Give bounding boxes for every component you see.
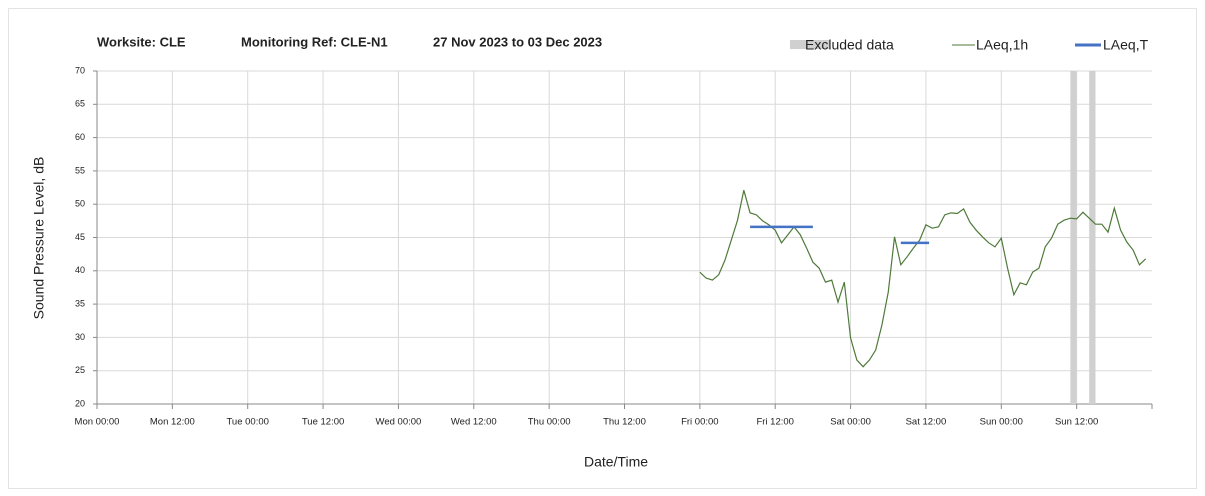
x-tick-label: Thu 12:00 [603,417,646,428]
legend-swatch [790,40,830,49]
chart-title: Worksite: CLE [97,34,186,49]
y-tick-label: 60 [75,132,85,142]
chart-frame [8,8,1197,489]
chart-title: 27 Nov 2023 to 03 Dec 2023 [433,34,602,49]
x-tick-label: Mon 00:00 [75,417,120,428]
y-tick-label: 30 [75,332,85,342]
legend-label: Excluded data [805,37,894,53]
excluded-band [1070,71,1077,404]
x-tick-label: Fri 12:00 [756,417,794,428]
y-tick-label: 20 [75,398,85,408]
x-tick-label: Wed 12:00 [451,417,497,428]
legend-label: LAeq,T [1103,37,1149,53]
x-tick-label: Sat 12:00 [906,417,947,428]
excluded-band [1089,71,1096,404]
x-tick-label: Tue 12:00 [302,417,344,428]
x-axis-title: Date/Time [584,454,648,470]
chart-title: Monitoring Ref: CLE-N1 [241,34,388,49]
line [699,190,1147,368]
y-tick-label: 65 [75,99,85,109]
y-tick-label: 40 [75,265,85,275]
y-tick-label: 35 [75,298,85,308]
x-tick-label: Sun 12:00 [1055,417,1098,428]
y-tick-label: 25 [75,365,85,375]
legend-label: LAeq,1h [976,37,1028,53]
y-tick-label: 50 [75,199,85,209]
x-tick-label: Sun 00:00 [980,417,1023,428]
x-tick-label: Sat 00:00 [830,417,871,428]
y-tick-label: 55 [75,165,85,175]
y-tick-label: 45 [75,232,85,242]
x-tick-label: Fri 00:00 [681,417,719,428]
x-tick-label: Mon 12:00 [150,417,195,428]
x-tick-label: Tue 00:00 [226,417,268,428]
y-tick-label: 70 [75,65,85,75]
y-axis-title: Sound Pressure Level, dB [31,157,47,320]
x-tick-label: Wed 00:00 [376,417,422,428]
x-tick-label: Thu 00:00 [528,417,571,428]
